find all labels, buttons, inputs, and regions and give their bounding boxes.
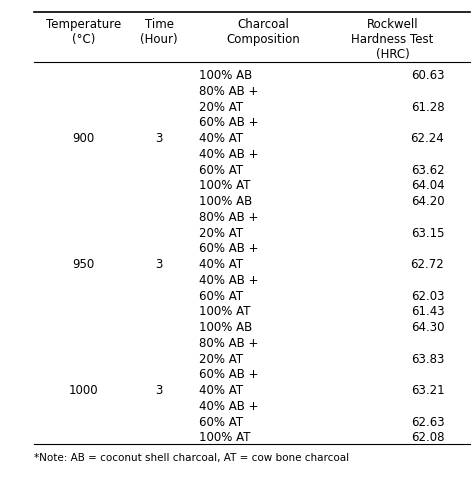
Text: Charcoal
Composition: Charcoal Composition — [226, 18, 300, 46]
Text: 900: 900 — [73, 132, 95, 145]
Text: 40% AT: 40% AT — [199, 258, 244, 271]
Text: 63.21: 63.21 — [410, 384, 444, 397]
Text: Temperature
(°C): Temperature (°C) — [46, 18, 121, 46]
Text: 60% AT: 60% AT — [199, 289, 244, 302]
Text: 60% AB +: 60% AB + — [199, 368, 259, 382]
Text: 61.43: 61.43 — [410, 305, 444, 318]
Text: 20% AT: 20% AT — [199, 101, 244, 114]
Text: 100% AT: 100% AT — [199, 180, 251, 192]
Text: 60% AT: 60% AT — [199, 416, 244, 429]
Text: Time
(Hour): Time (Hour) — [140, 18, 178, 46]
Text: 62.63: 62.63 — [410, 416, 444, 429]
Text: 62.03: 62.03 — [411, 289, 444, 302]
Text: 100% AB: 100% AB — [199, 69, 253, 82]
Text: 3: 3 — [155, 384, 163, 397]
Text: 60% AB +: 60% AB + — [199, 116, 259, 130]
Text: 61.28: 61.28 — [410, 101, 444, 114]
Text: 40% AT: 40% AT — [199, 132, 244, 145]
Text: 62.24: 62.24 — [410, 132, 444, 145]
Text: 60% AB +: 60% AB + — [199, 242, 259, 255]
Text: 60.63: 60.63 — [411, 69, 444, 82]
Text: *Note: AB = coconut shell charcoal, AT = cow bone charcoal: *Note: AB = coconut shell charcoal, AT =… — [35, 453, 349, 463]
Text: 64.30: 64.30 — [411, 321, 444, 334]
Text: 64.20: 64.20 — [410, 195, 444, 208]
Text: 40% AT: 40% AT — [199, 384, 244, 397]
Text: 20% AT: 20% AT — [199, 353, 244, 366]
Text: 3: 3 — [155, 132, 163, 145]
Text: 40% AB +: 40% AB + — [199, 274, 259, 287]
Text: 100% AB: 100% AB — [199, 321, 253, 334]
Text: 40% AB +: 40% AB + — [199, 400, 259, 413]
Text: 3: 3 — [155, 258, 163, 271]
Text: 63.83: 63.83 — [411, 353, 444, 366]
Text: 63.15: 63.15 — [411, 227, 444, 240]
Text: 64.04: 64.04 — [410, 180, 444, 192]
Text: 950: 950 — [73, 258, 95, 271]
Text: 1000: 1000 — [69, 384, 99, 397]
Text: Rockwell
Hardness Test
(HRC): Rockwell Hardness Test (HRC) — [351, 18, 434, 61]
Text: 40% AB +: 40% AB + — [199, 148, 259, 161]
Text: 62.08: 62.08 — [411, 432, 444, 444]
Text: 80% AB +: 80% AB + — [199, 337, 259, 350]
Text: 63.62: 63.62 — [410, 164, 444, 177]
Text: 80% AB +: 80% AB + — [199, 85, 259, 98]
Text: 20% AT: 20% AT — [199, 227, 244, 240]
Text: 80% AB +: 80% AB + — [199, 211, 259, 224]
Text: 100% AT: 100% AT — [199, 305, 251, 318]
Text: 60% AT: 60% AT — [199, 164, 244, 177]
Text: 100% AB: 100% AB — [199, 195, 253, 208]
Text: 100% AT: 100% AT — [199, 432, 251, 444]
Text: 62.72: 62.72 — [410, 258, 444, 271]
